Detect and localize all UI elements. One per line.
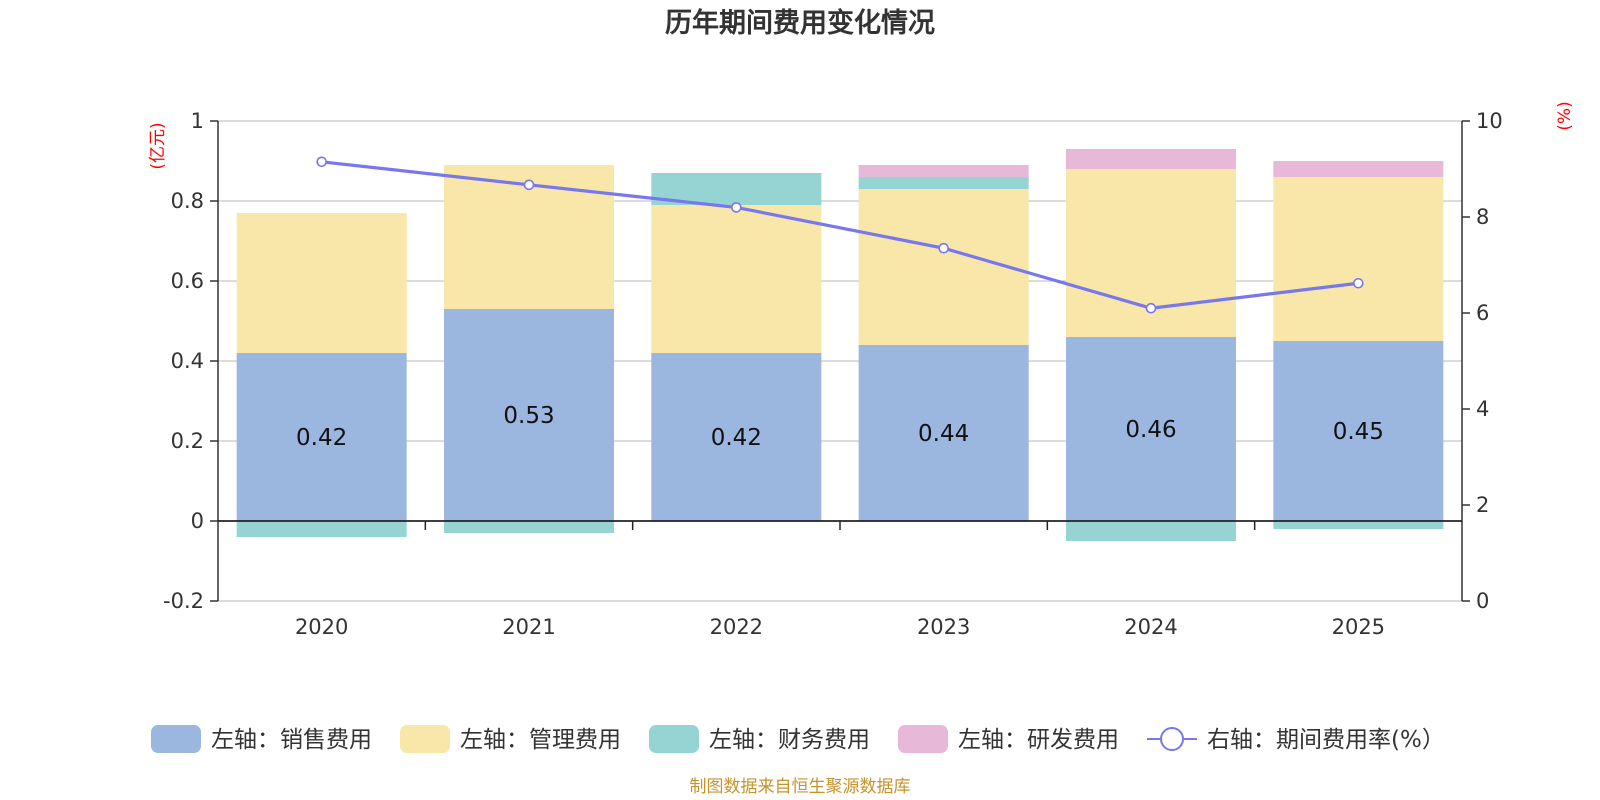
rate-line-series [316,156,1364,314]
legend-swatch [151,725,201,753]
bar-value-label: 0.53 [503,403,554,429]
legend-label: 右轴：期间费用率(%） [1207,727,1445,753]
category-label: 2020 [295,615,348,639]
legend-swatch [400,725,450,753]
bar-value-label: 0.45 [1333,419,1384,445]
chart-title: 历年期间费用变化情况 [665,7,935,39]
bar-segment [236,521,407,537]
right-tick-label: 8 [1476,205,1489,229]
bar-segment [444,309,614,521]
bar-value-label: 0.46 [1125,417,1176,443]
category-label: 2025 [1332,615,1385,639]
bar-value-label: 0.42 [296,425,347,451]
rate-point [316,156,327,168]
bar-value-label: 0.42 [711,425,762,451]
right-tick-label: 10 [1476,109,1503,133]
rate-point [523,179,535,191]
category-label: 2023 [917,615,970,639]
legend-swatch [898,725,948,753]
bar-segment [236,213,407,353]
bar-segment [651,353,822,521]
bar-segment [1066,521,1236,541]
rate-point [938,242,949,254]
category-label: 2022 [710,615,763,639]
source-footer: 制图数据来自恒生聚源数据库 [690,777,911,797]
legend-label: 左轴：管理费用 [460,727,621,753]
rate-line [321,160,1359,310]
category-label: 2024 [1124,615,1177,639]
bars [236,149,1444,541]
legend-label: 左轴：研发费用 [958,727,1119,753]
right-tick-label: 2 [1476,493,1489,517]
legend-label: 左轴：财务费用 [709,727,870,753]
bar-segment [1273,521,1444,529]
bar-segment [1273,341,1444,521]
rate-point [1145,302,1157,314]
bar-segment [1066,337,1236,521]
left-tick-label: 1 [191,109,204,133]
left-tick-label: 0.8 [171,189,204,213]
bar-segment [444,521,614,533]
right-tick-label: 4 [1476,397,1489,421]
bar-value-label: 0.44 [918,421,969,447]
left-axis-unit: (亿元) [148,122,168,169]
category-label: 2021 [502,615,555,639]
bar-segment [1273,161,1444,177]
gridlines [218,120,1462,602]
bar-segment [858,189,1029,345]
bar-segment [1273,177,1444,341]
bar-segment [1066,149,1236,169]
legend-label: 左轴：销售费用 [211,727,372,753]
left-tick-label: 0.2 [171,429,204,453]
bar-segment [858,165,1029,177]
left-tick-label: 0 [191,509,204,533]
bar-segment [651,205,822,353]
right-tick-label: 6 [1476,301,1489,325]
legend-swatch [649,725,699,753]
rate-point [731,202,742,213]
bar-segment [858,345,1029,521]
legend-marker [1160,727,1184,751]
right-axis-unit: (%) [1555,101,1575,130]
data-labels: 0.42 0.53 0.42 0.44 0.46 0.45 [296,403,1384,451]
left-tick-label: -0.2 [163,589,204,613]
right-tick-label: 0 [1476,589,1489,613]
bar-segment [858,177,1029,189]
left-tick-label: 0.6 [171,269,204,293]
bar-segment [236,353,407,521]
legend: 左轴：销售费用 左轴：管理费用 左轴：财务费用 左轴：研发费用 右轴：期间费用率(%） [151,725,1445,753]
rate-point [1353,277,1364,289]
left-tick-label: 0.4 [171,349,204,373]
